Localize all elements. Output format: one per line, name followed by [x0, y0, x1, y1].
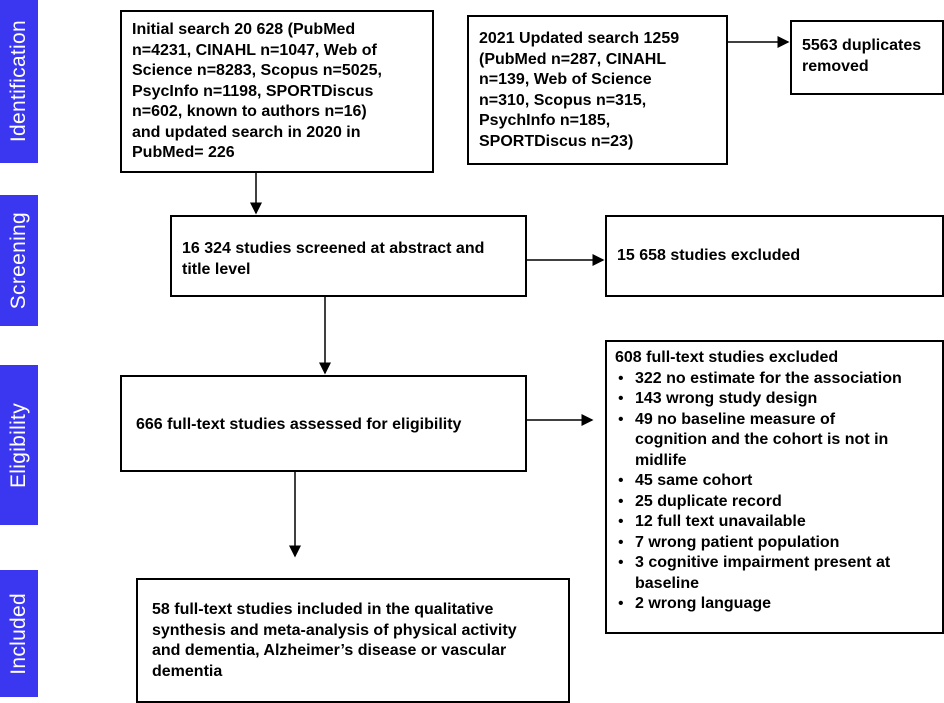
text-line: n=310, Scopus n=315, [479, 91, 647, 109]
text-line: PsycInfo n=1198, SPORTDiscus [132, 82, 374, 100]
text-line: n=602, known to authors n=16) [132, 103, 367, 120]
box-text: 58 full-text studies included in the qua… [152, 600, 554, 682]
box: 608 full-text studies excluded 322 no est… [605, 340, 944, 634]
exclusion-list: 322 no estimate for the association 143 w… [615, 369, 934, 615]
text-line: 2 wrong language [635, 595, 772, 612]
text-line: SPORTDiscus n=23) [479, 132, 634, 150]
stage-bar: Included [0, 570, 38, 697]
text-line: 666 full-text studies assessed for eligi… [136, 416, 462, 433]
text-line: 5563 duplicates [802, 37, 922, 54]
box-text: 5563 duplicates removed [802, 36, 932, 77]
exclusion-title: 608 full-text studies excluded [615, 349, 839, 366]
text-line: PubMed= 226 [132, 144, 235, 161]
exclusion-item: 49 no baseline measure of cognition and t… [618, 410, 934, 472]
text-line: 45 same cohort [635, 472, 753, 489]
text-line: and updated search in 2020 in [132, 123, 361, 141]
text-line: PsychInfo n=185, [479, 112, 611, 129]
box-text: 16 324 studies screened at abstract and t… [182, 239, 515, 280]
box: Initial search 20 628 (PubMed n=4231, CIN… [120, 10, 434, 173]
text-line: 58 full-text studies included in the qua… [152, 601, 494, 618]
text-line: cognition and the cohort is not in [635, 431, 889, 448]
text-line: midlife [635, 451, 687, 469]
box: 16 324 studies screened at abstract and t… [170, 215, 527, 297]
text-line: synthesis and meta-analysis of physical … [152, 621, 517, 639]
text-line: removed [802, 57, 869, 75]
text-line: (PubMed n=287, CINAHL [479, 50, 667, 68]
box: 5563 duplicates removed [790, 20, 944, 95]
box: 15 658 studies excluded [605, 215, 944, 297]
text-line: 49 no baseline measure of [635, 410, 836, 428]
exclusion-item: 2 wrong language [618, 594, 934, 615]
exclusion-item: 143 wrong study design [618, 389, 934, 410]
text-line: 2021 Updated search 1259 [479, 30, 680, 47]
exclusion-item: 12 full text unavailable [618, 512, 934, 533]
text-line: 3 cognitive impairment present at [635, 554, 891, 571]
box: 58 full-text studies included in the qua… [136, 578, 570, 703]
box-text: 2021 Updated search 1259 (PubMed n=287, C… [479, 29, 716, 152]
text-line: baseline [635, 574, 700, 592]
exclusion-item: 45 same cohort [618, 471, 934, 492]
text-line: 143 wrong study design [635, 390, 818, 407]
text-line: Initial search 20 628 (PubMed [132, 21, 356, 38]
box-text: 666 full-text studies assessed for eligi… [136, 415, 511, 436]
text-line: dementia [152, 662, 223, 680]
text-line: 15 658 studies excluded [617, 246, 801, 264]
text-line: n=4231, CINAHL n=1047, Web of [132, 41, 377, 59]
text-line: 322 no estimate for the association [635, 369, 902, 387]
text-line: n=139, Web of Science [479, 71, 652, 88]
text-line: Science n=8283, Scopus n=5025, [132, 62, 382, 79]
exclusion-item: 3 cognitive impairment present at baselin… [618, 553, 934, 594]
text-line: and dementia, Alzheimer’s disease or vas… [152, 642, 507, 659]
text-line: 7 wrong patient population [635, 533, 840, 551]
text-line: 16 324 studies screened at abstract and [182, 240, 485, 257]
exclusion-item: 25 duplicate record [618, 492, 934, 513]
stage-bar: Identification [0, 0, 38, 163]
box-text: 15 658 studies excluded [617, 246, 800, 267]
stage-bar: Eligibility [0, 365, 38, 525]
text-line: title level [182, 260, 251, 278]
box: 2021 Updated search 1259 (PubMed n=287, C… [467, 15, 728, 165]
box: 666 full-text studies assessed for eligi… [120, 375, 527, 472]
stage-bar: Screening [0, 195, 38, 326]
exclusion-item: 7 wrong patient population [618, 533, 934, 554]
text-line: 25 duplicate record [635, 492, 782, 510]
box-text: Initial search 20 628 (PubMed n=4231, CIN… [132, 20, 422, 164]
exclusion-item: 322 no estimate for the association [618, 369, 934, 390]
text-line: 12 full text unavailable [635, 513, 806, 530]
